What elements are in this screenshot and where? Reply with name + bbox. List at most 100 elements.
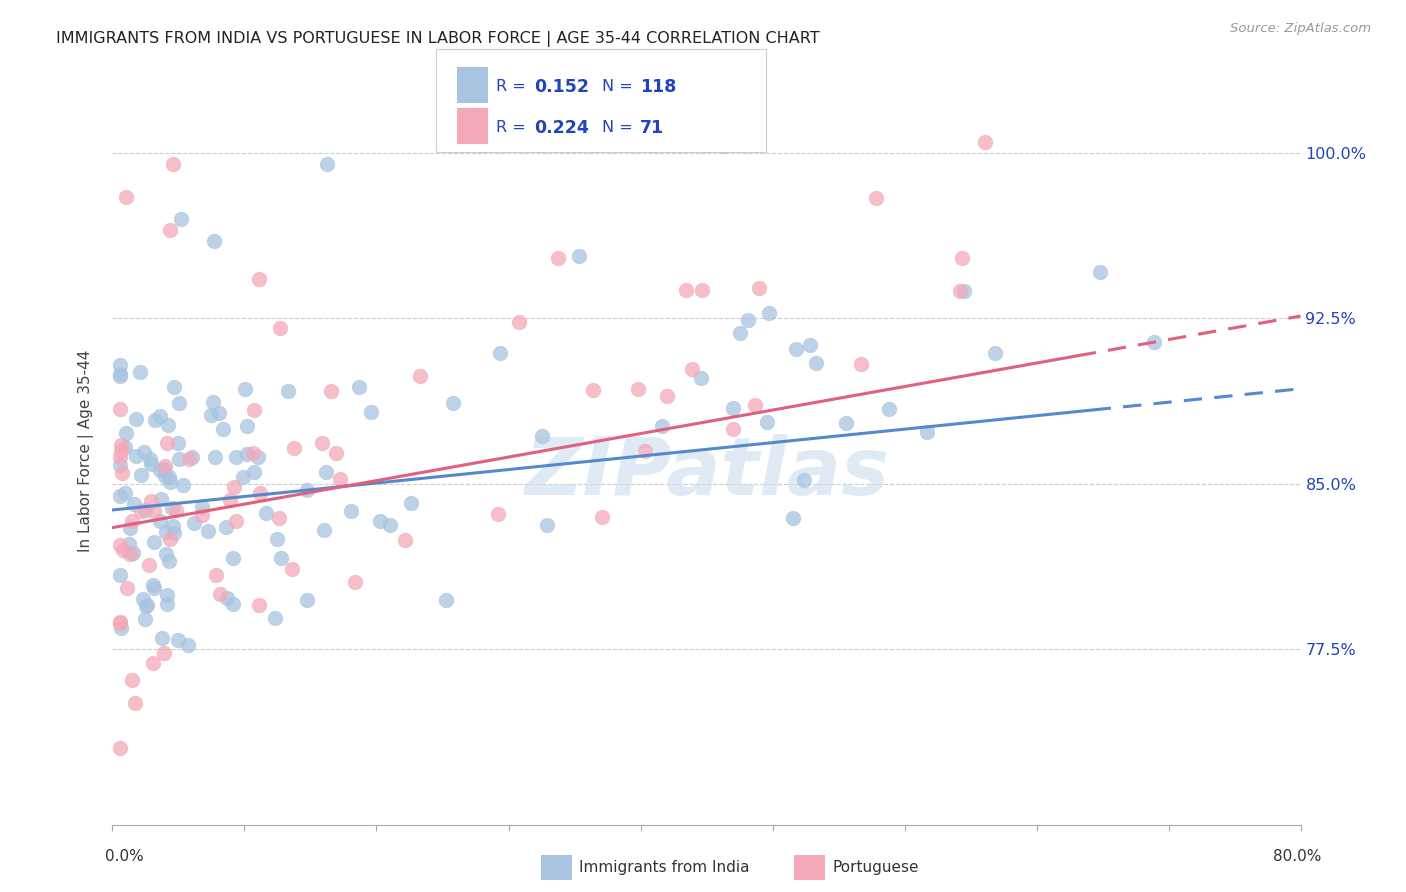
Text: R =: R =	[496, 120, 531, 135]
Point	[114, 440, 136, 454]
Point	[690, 283, 713, 297]
Point	[785, 343, 807, 357]
Point	[270, 551, 292, 566]
Point	[191, 500, 214, 514]
Point	[141, 457, 163, 471]
Y-axis label: In Labor Force | Age 35-44: In Labor Force | Age 35-44	[77, 350, 94, 551]
Point	[232, 469, 254, 483]
Point	[399, 496, 422, 510]
Point	[1143, 334, 1166, 349]
Point	[142, 657, 165, 671]
Point	[159, 532, 181, 546]
Point	[156, 436, 179, 450]
Point	[204, 450, 226, 465]
Point	[235, 382, 257, 396]
Point	[125, 449, 148, 463]
Point	[108, 489, 131, 503]
Point	[434, 593, 457, 607]
Point	[149, 463, 172, 477]
Text: 0.152: 0.152	[534, 78, 589, 95]
Point	[207, 406, 229, 420]
Point	[681, 361, 703, 376]
Point	[263, 611, 285, 625]
Point	[156, 418, 179, 433]
Point	[242, 446, 264, 460]
Point	[793, 473, 815, 487]
Point	[315, 157, 337, 171]
Point	[247, 271, 270, 285]
Text: Source: ZipAtlas.com: Source: ZipAtlas.com	[1230, 22, 1371, 36]
Point	[121, 673, 143, 688]
Point	[723, 422, 745, 436]
Point	[247, 598, 270, 612]
Point	[343, 574, 366, 589]
Point	[204, 568, 226, 582]
Point	[143, 504, 166, 518]
Point	[170, 212, 193, 227]
Point	[219, 492, 242, 507]
Point	[155, 547, 177, 561]
Point	[224, 480, 246, 494]
Point	[1090, 265, 1112, 279]
Point	[108, 358, 131, 372]
Point	[167, 396, 190, 410]
Point	[269, 321, 291, 335]
Text: Immigrants from India: Immigrants from India	[579, 860, 749, 874]
Point	[108, 568, 131, 582]
Point	[108, 367, 131, 381]
Point	[280, 562, 302, 576]
Point	[108, 458, 131, 472]
Point	[110, 443, 132, 458]
Point	[737, 312, 759, 326]
Point	[149, 514, 172, 528]
Point	[974, 135, 997, 149]
Point	[581, 384, 603, 398]
Point	[215, 591, 238, 605]
Point	[536, 518, 558, 533]
Point	[222, 597, 245, 611]
Point	[149, 409, 172, 423]
Point	[111, 466, 134, 480]
Point	[160, 500, 183, 515]
Point	[225, 450, 247, 464]
Point	[208, 587, 231, 601]
Text: 0.0%: 0.0%	[105, 849, 145, 863]
Point	[108, 615, 131, 630]
Point	[211, 422, 233, 436]
Point	[360, 405, 382, 419]
Point	[135, 599, 157, 614]
Point	[110, 621, 132, 635]
Point	[758, 306, 780, 320]
Point	[134, 612, 156, 626]
Point	[200, 409, 222, 423]
Point	[120, 547, 142, 561]
Point	[163, 525, 186, 540]
Point	[243, 465, 266, 479]
Point	[139, 452, 162, 467]
Point	[177, 638, 200, 652]
Point	[627, 382, 650, 396]
Point	[117, 536, 139, 550]
Point	[162, 518, 184, 533]
Point	[488, 345, 510, 359]
Point	[984, 346, 1007, 360]
Text: Portuguese: Portuguese	[832, 860, 920, 874]
Point	[249, 486, 271, 500]
Point	[125, 412, 148, 426]
Point	[782, 511, 804, 525]
Point	[122, 546, 145, 560]
Text: 0.224: 0.224	[534, 119, 589, 136]
Point	[915, 425, 938, 439]
Point	[236, 446, 259, 460]
Point	[108, 401, 131, 416]
Point	[243, 403, 266, 417]
Text: IMMIGRANTS FROM INDIA VS PORTUGUESE IN LABOR FORCE | AGE 35-44 CORRELATION CHART: IMMIGRANTS FROM INDIA VS PORTUGUESE IN L…	[56, 31, 820, 47]
Point	[110, 450, 132, 465]
Point	[108, 741, 131, 756]
Text: 118: 118	[640, 78, 676, 95]
Point	[111, 542, 134, 557]
Point	[222, 550, 245, 565]
Text: N =: N =	[602, 120, 638, 135]
Point	[153, 462, 176, 476]
Point	[136, 598, 159, 612]
